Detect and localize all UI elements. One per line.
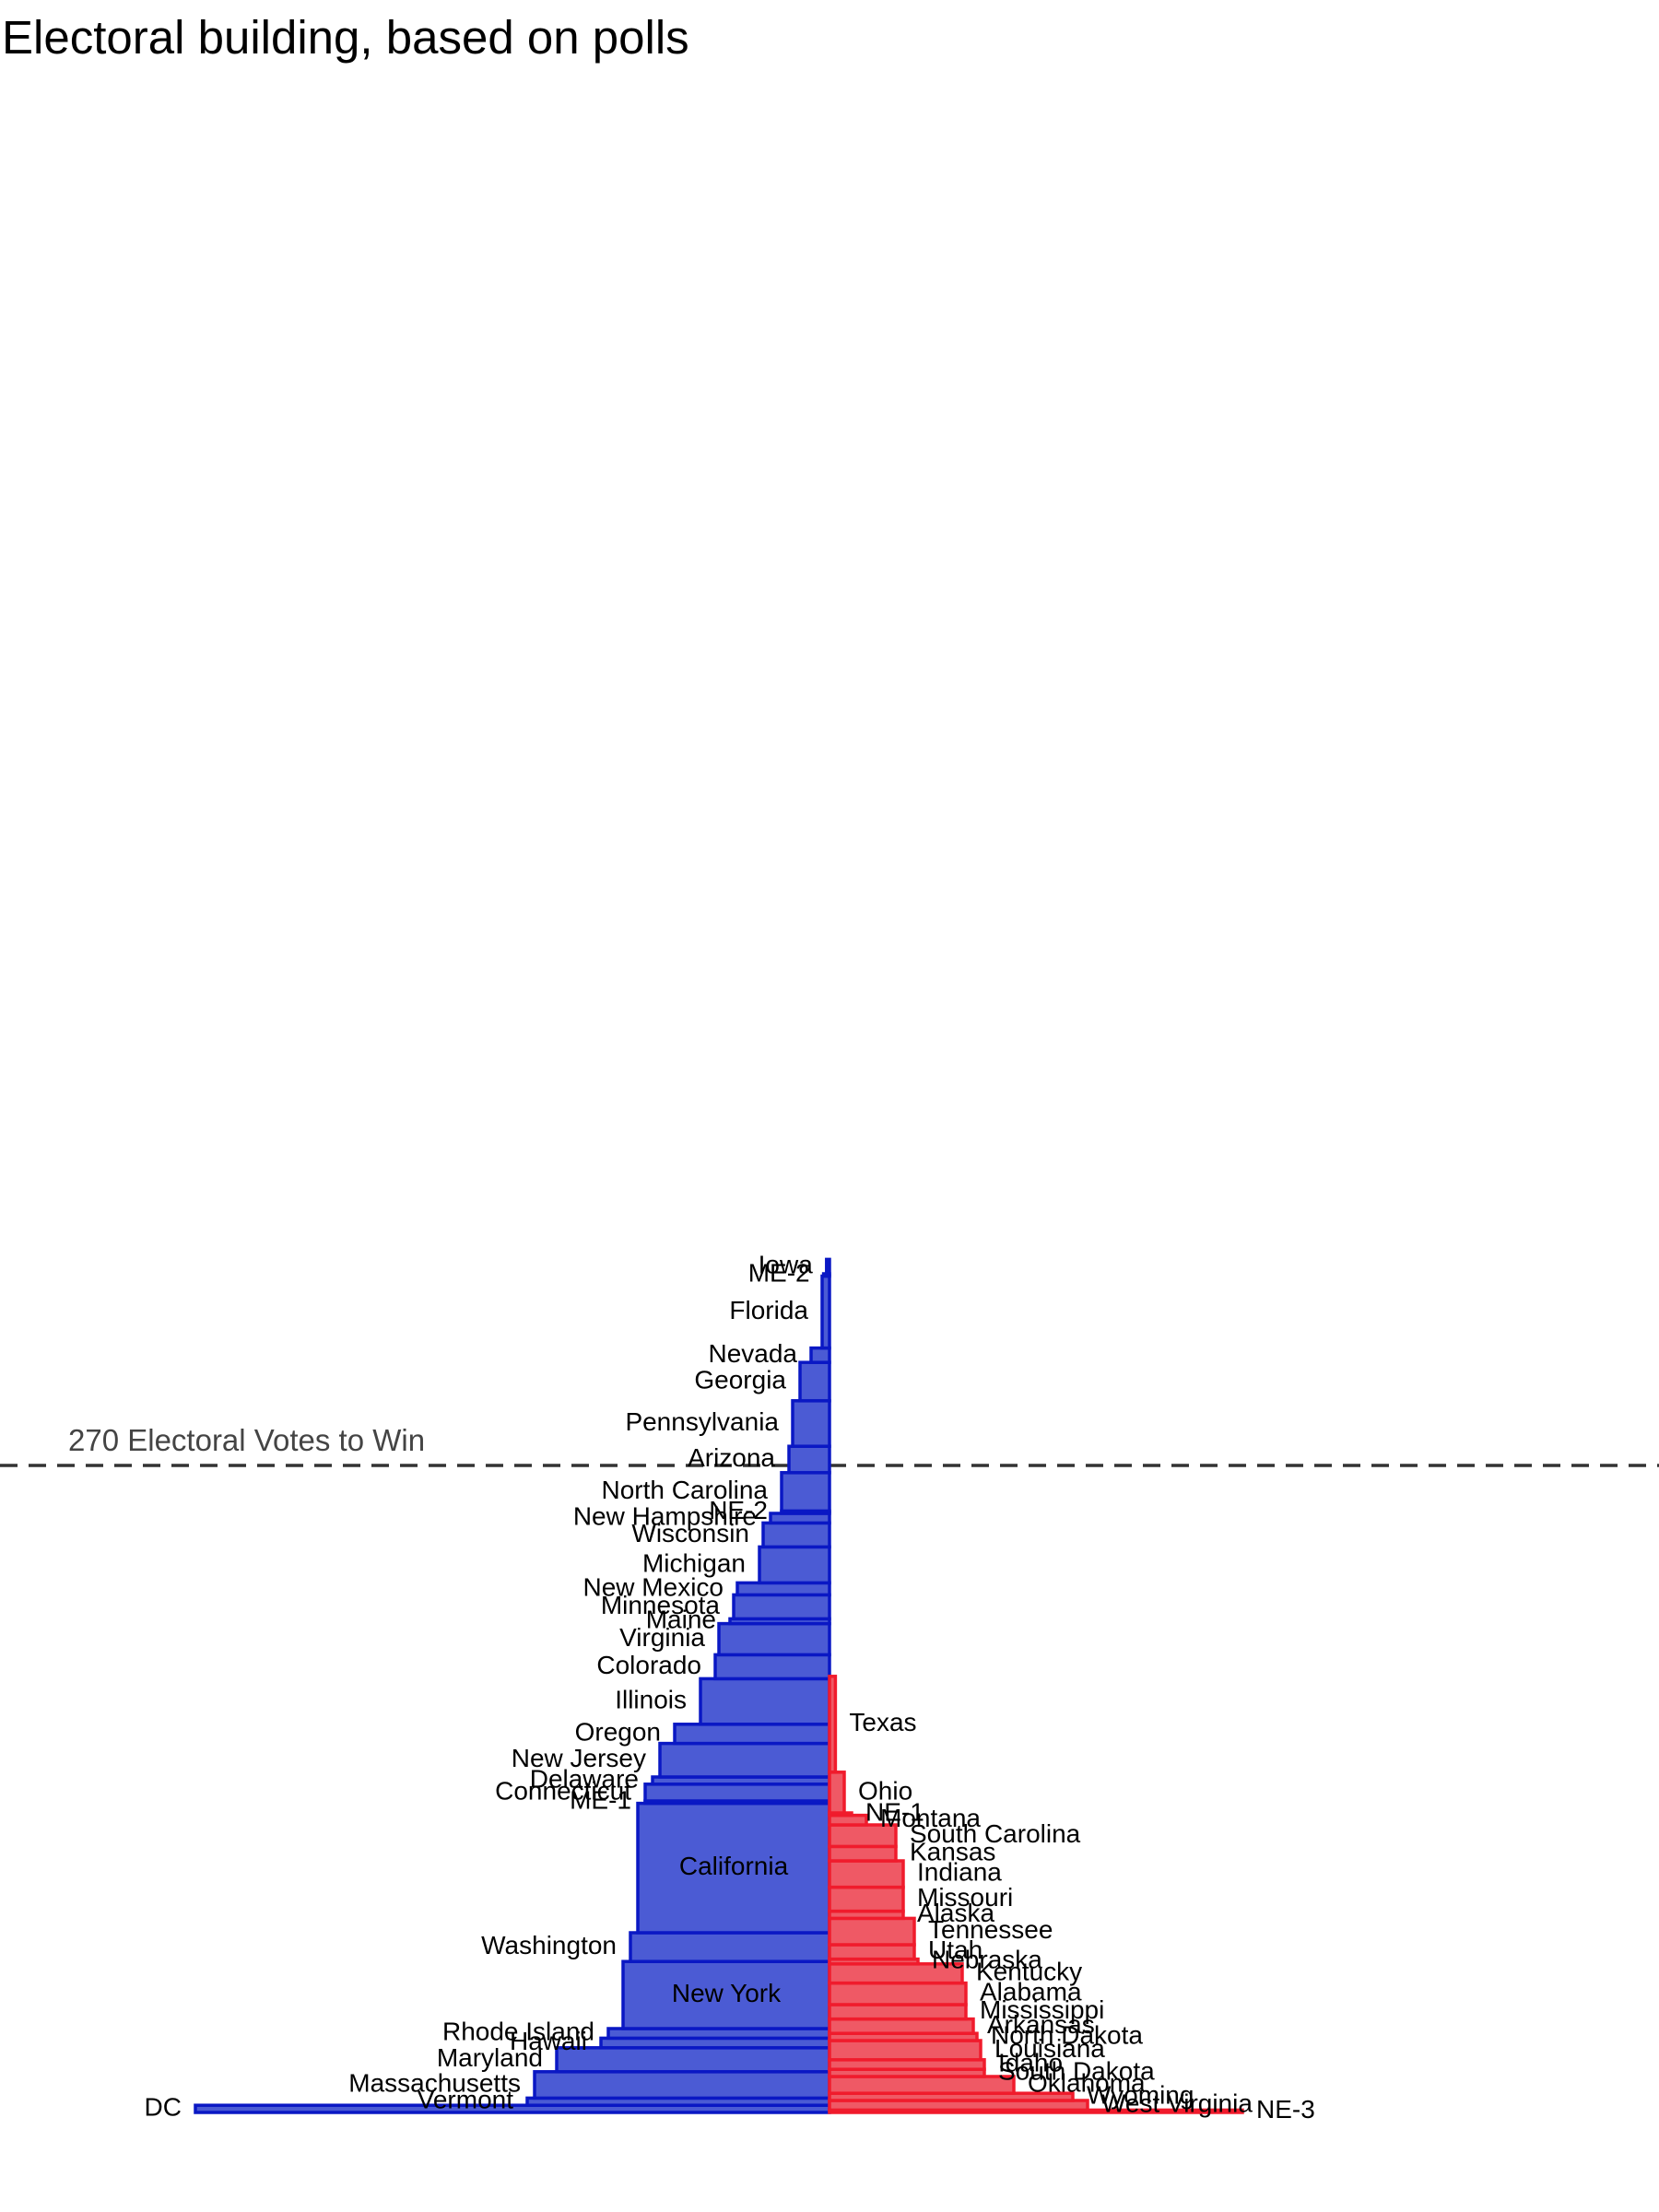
bar-new-york	[621, 1959, 831, 2030]
label-louisiana: Louisiana	[994, 2034, 1105, 2063]
label-alabama: Alabama	[980, 1978, 1082, 2006]
label-alaska: Alaska	[917, 1899, 994, 1927]
label-kansas: Kansas	[910, 1838, 995, 1866]
label-texas: Texas	[849, 1708, 916, 1736]
label-mississippi: Mississippi	[980, 1995, 1104, 2024]
label-michigan: Michigan	[642, 1548, 746, 1577]
label-idaho: Idaho	[998, 2048, 1063, 2077]
labels-group: DC VermontMassachusettsMarylandHawaiiRhod…	[145, 1251, 1315, 2124]
label-colorado: Colorado	[596, 1651, 701, 1679]
label-florida: Florida	[729, 1296, 808, 1324]
label-new-jersey: New Jersey	[512, 1744, 646, 1772]
bar-massachusetts	[533, 2070, 831, 2100]
bar-colorado	[713, 1653, 831, 1681]
bar-nevada	[809, 1346, 831, 1364]
bar-iowa	[825, 1257, 831, 1276]
threshold-label: 270 Electoral Votes to Win	[68, 1423, 425, 1457]
bar-florida	[820, 1274, 831, 1350]
label-illinois: Illinois	[615, 1685, 687, 1713]
label-pennsylvania: Pennsylvania	[625, 1407, 779, 1436]
bar-kansas	[828, 1844, 898, 1863]
label-dc: DC	[145, 2092, 182, 2121]
label-wisconsin: Wisconsin	[631, 1519, 749, 1547]
label-new-hampshire: New Hampshire	[573, 1502, 757, 1531]
label-ne-2: NE-2	[709, 1496, 768, 1524]
label-indiana: Indiana	[917, 1858, 1002, 1887]
label-south-carolina: South Carolina	[910, 1819, 1081, 1848]
bar-pennsylvania	[791, 1399, 831, 1448]
bar-michigan	[758, 1545, 831, 1585]
bar-washington	[629, 1931, 831, 1963]
bar-missouri	[828, 1885, 905, 1913]
bar-tennessee	[828, 1916, 916, 1947]
label-washington: Washington	[481, 1931, 617, 1959]
label-minnesota: Minnesota	[601, 1591, 721, 1619]
bar-new-jersey	[658, 1741, 831, 1779]
bar-illinois	[699, 1677, 831, 1726]
bar-utah	[828, 1943, 916, 1961]
label-west-virginia: West Virginia	[1101, 2089, 1253, 2118]
label-delaware: Delaware	[530, 1764, 639, 1793]
label-iowa: Iowa	[759, 1251, 814, 1279]
bars-group	[194, 1257, 1244, 2114]
label-new-mexico: New Mexico	[583, 1572, 724, 1601]
bar-arizona	[787, 1444, 831, 1475]
label-ne-1: NE-1	[865, 1798, 924, 1827]
bar-maryland	[555, 2046, 831, 2074]
bar-oklahoma	[828, 2075, 1016, 2095]
bar-louisiana	[828, 2039, 982, 2062]
label-arizona: Arizona	[688, 1443, 775, 1472]
label-nevada: Nevada	[708, 1339, 797, 1368]
label-connecticut: Connecticut	[495, 1776, 631, 1805]
label-ne-3: NE-3	[1256, 2095, 1315, 2124]
label-south-dakota: South Dakota	[998, 2056, 1155, 2085]
label-oklahoma: Oklahoma	[1028, 2068, 1146, 2097]
label-massachusetts: Massachusetts	[348, 2068, 521, 2097]
label-virginia: Virginia	[619, 1623, 705, 1652]
bar-arkansas	[828, 2017, 975, 2035]
bar-oregon	[673, 1723, 831, 1746]
label-maine: Maine	[646, 1605, 716, 1633]
label-ohio: Ohio	[858, 1776, 912, 1805]
label-vermont: Vermont	[418, 2086, 513, 2114]
label-me-1: ME-1	[570, 1786, 631, 1815]
bar-ohio	[828, 1771, 846, 1815]
label-georgia: Georgia	[694, 1365, 786, 1394]
bar-california	[636, 1801, 831, 1935]
label-tennessee: Tennessee	[928, 1915, 1053, 1944]
label-me-2: ME-2	[748, 1259, 810, 1288]
label-wyoming: Wyoming	[1087, 2080, 1194, 2109]
label-utah: Utah	[928, 1936, 982, 1964]
bar-virginia	[717, 1621, 831, 1657]
bar-north-carolina	[780, 1471, 831, 1513]
label-north-dakota: North Dakota	[991, 2020, 1143, 2049]
label-california: California	[679, 1852, 789, 1880]
bar-minnesota	[732, 1593, 831, 1621]
bar-mississippi	[828, 2003, 968, 2021]
label-kentucky: Kentucky	[976, 1958, 1082, 1986]
label-hawaii: Hawaii	[510, 2027, 587, 2055]
label-new-york: New York	[672, 1979, 782, 2007]
label-north-carolina: North Carolina	[601, 1476, 768, 1504]
label-nebraska: Nebraska	[932, 1946, 1042, 1974]
bar-connecticut	[643, 1783, 831, 1803]
bar-wisconsin	[761, 1521, 831, 1549]
label-maryland: Maryland	[437, 2043, 543, 2072]
label-montana: Montana	[880, 1804, 981, 1832]
label-oregon: Oregon	[575, 1718, 661, 1747]
bar-new-mexico	[735, 1581, 831, 1597]
label-arkansas: Arkansas	[987, 2010, 1095, 2039]
label-rhode-island: Rhode Island	[442, 2018, 594, 2046]
bar-indiana	[828, 1859, 905, 1889]
bar-alabama	[828, 1981, 968, 2006]
label-missouri: Missouri	[917, 1883, 1013, 1912]
bar-texas	[828, 1675, 838, 1774]
chart-title: Electoral building, based on polls	[2, 11, 689, 64]
bar-georgia	[798, 1360, 831, 1403]
